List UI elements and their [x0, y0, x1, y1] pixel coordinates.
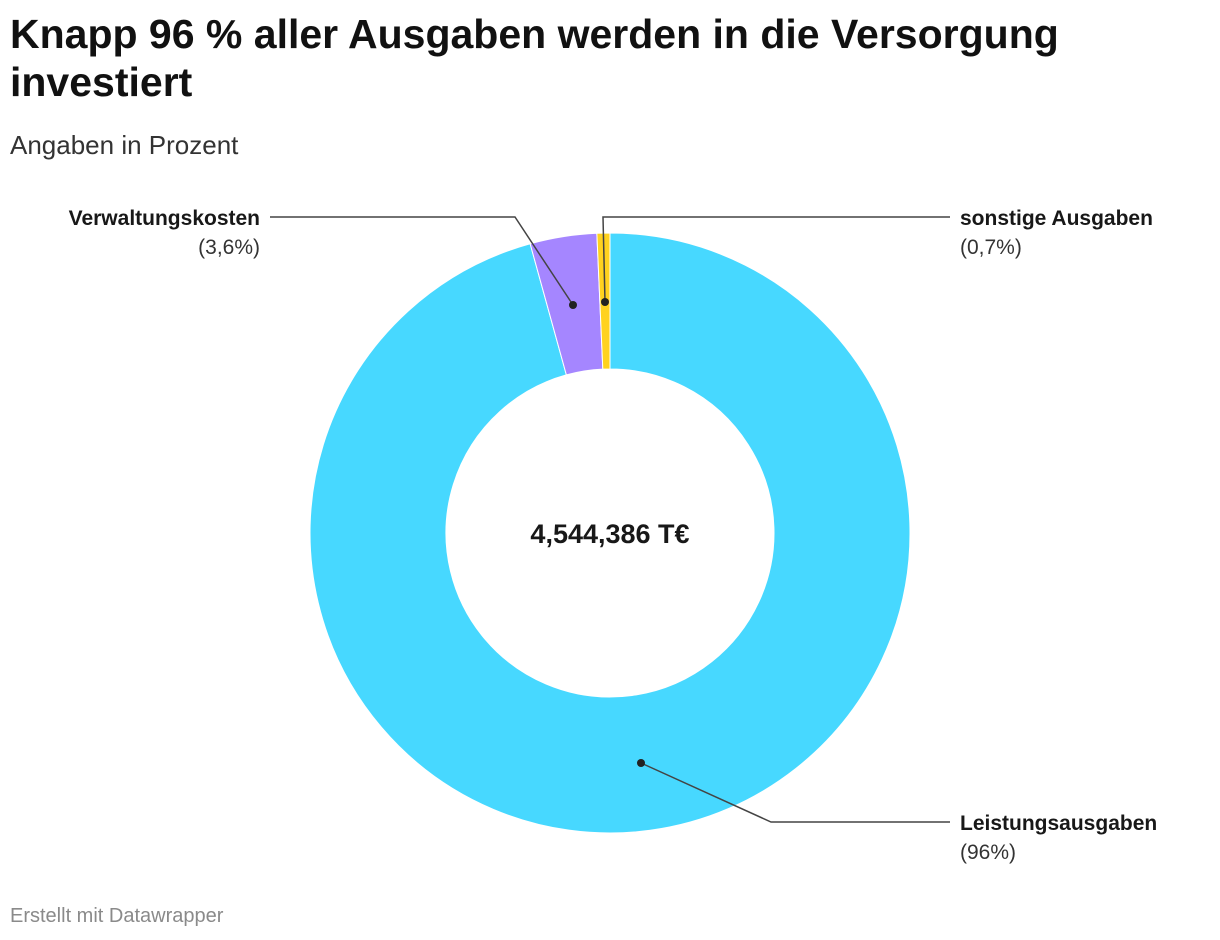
slice-leistungsausgaben: [309, 232, 911, 834]
center-total-label: 4,544,386 T€: [530, 519, 689, 549]
leader-line-verwaltungskosten: [270, 216, 574, 306]
leader-dot-verwaltungskosten: [569, 301, 577, 309]
slice-value-leistungsausgaben: (96%): [960, 841, 1016, 864]
label-leistungsausgaben: Leistungsausgaben (96%): [637, 759, 1157, 864]
leader-line-leistungsausgaben: [640, 762, 950, 823]
slice-name-verwaltungskosten: Verwaltungskosten: [69, 207, 260, 230]
slice-value-sonstige-ausgaben: (0,7%): [960, 236, 1022, 259]
slice-name-sonstige-ausgaben: sonstige Ausgaben: [960, 207, 1153, 230]
label-sonstige-ausgaben: sonstige Ausgaben (0,7%): [601, 207, 1153, 306]
footer-credit: Erstellt mit Datawrapper: [10, 905, 224, 927]
leader-dot-sonstige-ausgaben: [601, 298, 609, 306]
donut-chart: 4,544,386 T€ Leistungsausgaben (96%) Ver…: [69, 207, 1158, 864]
leader-dot-leistungsausgaben: [637, 759, 645, 767]
chart-title: Knapp 96 % aller Ausgaben werden in die …: [10, 11, 1059, 105]
label-verwaltungskosten: Verwaltungskosten (3,6%): [69, 207, 577, 309]
leader-line-sonstige-ausgaben: [602, 216, 950, 303]
slice-value-verwaltungskosten: (3,6%): [198, 236, 260, 259]
slice-name-leistungsausgaben: Leistungsausgaben: [960, 812, 1157, 835]
chart-subtitle: Angaben in Prozent: [10, 130, 239, 160]
